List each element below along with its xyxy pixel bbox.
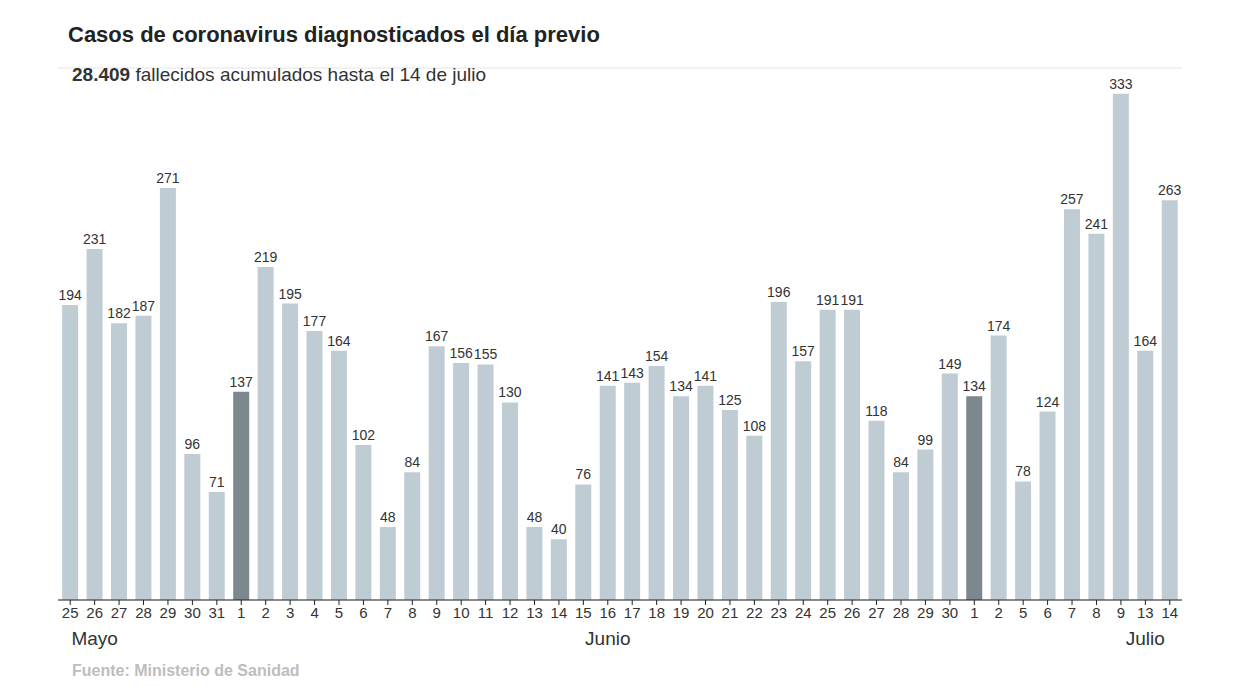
svg-text:137: 137 <box>230 374 254 390</box>
svg-text:149: 149 <box>938 356 962 372</box>
svg-text:191: 191 <box>840 292 864 308</box>
svg-text:76: 76 <box>575 466 591 482</box>
svg-text:12: 12 <box>502 604 519 621</box>
svg-text:84: 84 <box>893 454 909 470</box>
svg-text:174: 174 <box>987 318 1011 334</box>
svg-text:21: 21 <box>722 604 739 621</box>
svg-text:Mayo: Mayo <box>71 628 117 649</box>
svg-text:17: 17 <box>624 604 641 621</box>
svg-text:141: 141 <box>596 368 620 384</box>
svg-text:257: 257 <box>1060 191 1084 207</box>
svg-text:31: 31 <box>208 604 225 621</box>
svg-text:219: 219 <box>254 249 278 265</box>
svg-text:102: 102 <box>352 427 376 443</box>
svg-text:6: 6 <box>359 604 367 621</box>
svg-text:25: 25 <box>62 604 79 621</box>
svg-text:27: 27 <box>868 604 885 621</box>
svg-text:25: 25 <box>819 604 836 621</box>
svg-text:196: 196 <box>767 284 791 300</box>
svg-text:3: 3 <box>286 604 294 621</box>
svg-text:241: 241 <box>1085 216 1109 232</box>
svg-text:8: 8 <box>408 604 416 621</box>
svg-text:29: 29 <box>160 604 177 621</box>
svg-text:13: 13 <box>1137 604 1154 621</box>
svg-text:71: 71 <box>209 474 225 490</box>
svg-text:7: 7 <box>1068 604 1076 621</box>
svg-text:48: 48 <box>527 509 543 525</box>
svg-text:26: 26 <box>86 604 103 621</box>
svg-text:5: 5 <box>1019 604 1027 621</box>
svg-text:156: 156 <box>449 345 473 361</box>
svg-text:30: 30 <box>942 604 959 621</box>
svg-text:157: 157 <box>792 343 816 359</box>
svg-text:Julio: Julio <box>1126 628 1165 649</box>
svg-text:26: 26 <box>844 604 861 621</box>
svg-text:23: 23 <box>770 604 787 621</box>
svg-text:1: 1 <box>970 604 978 621</box>
svg-text:10: 10 <box>453 604 470 621</box>
svg-text:19: 19 <box>673 604 690 621</box>
svg-text:167: 167 <box>425 328 449 344</box>
svg-text:16: 16 <box>599 604 616 621</box>
svg-text:24: 24 <box>795 604 812 621</box>
svg-text:141: 141 <box>694 368 718 384</box>
svg-text:154: 154 <box>645 348 669 364</box>
svg-text:29: 29 <box>917 604 934 621</box>
svg-text:2: 2 <box>995 604 1003 621</box>
svg-text:231: 231 <box>83 231 107 247</box>
svg-text:9: 9 <box>433 604 441 621</box>
svg-text:177: 177 <box>303 313 327 329</box>
svg-text:134: 134 <box>669 378 693 394</box>
svg-text:96: 96 <box>185 436 201 452</box>
svg-text:28: 28 <box>135 604 152 621</box>
svg-text:2: 2 <box>262 604 270 621</box>
svg-text:164: 164 <box>1134 333 1158 349</box>
svg-text:20: 20 <box>697 604 714 621</box>
html-text:28.409 fallecidos acumulados h: 28.409 fallecidos acumulados hasta el 14… <box>72 64 487 85</box>
svg-text:187: 187 <box>132 298 156 314</box>
svg-text:18: 18 <box>648 604 665 621</box>
svg-text:164: 164 <box>327 333 351 349</box>
svg-text:14: 14 <box>1161 604 1178 621</box>
svg-text:84: 84 <box>404 454 420 470</box>
svg-text:8: 8 <box>1092 604 1100 621</box>
svg-text:194: 194 <box>58 287 82 303</box>
svg-text:108: 108 <box>743 418 767 434</box>
svg-text:27: 27 <box>111 604 128 621</box>
svg-text:40: 40 <box>551 521 567 537</box>
svg-text:7: 7 <box>384 604 392 621</box>
svg-text:78: 78 <box>1015 463 1031 479</box>
svg-text:195: 195 <box>278 286 302 302</box>
svg-text:11: 11 <box>478 604 494 621</box>
svg-text:271: 271 <box>156 170 180 186</box>
svg-text:14: 14 <box>551 604 568 621</box>
svg-text:155: 155 <box>474 346 498 362</box>
html-text:Fuente: Ministerio de Sanidad: Fuente: Ministerio de Sanidad <box>72 662 300 679</box>
svg-text:134: 134 <box>963 378 987 394</box>
svg-text:118: 118 <box>865 403 888 419</box>
svg-text:191: 191 <box>816 292 840 308</box>
svg-text:130: 130 <box>498 384 522 400</box>
svg-text:28: 28 <box>893 604 910 621</box>
svg-text:99: 99 <box>918 432 934 448</box>
svg-text:124: 124 <box>1036 394 1060 410</box>
svg-text:143: 143 <box>620 365 644 381</box>
svg-text:6: 6 <box>1043 604 1051 621</box>
svg-text:Junio: Junio <box>585 628 630 649</box>
svg-text:5: 5 <box>335 604 343 621</box>
svg-text:15: 15 <box>575 604 592 621</box>
html-text:Casos de coronavirus diagnosti: Casos de coronavirus diagnosticados el d… <box>68 22 600 47</box>
svg-text:125: 125 <box>718 392 742 408</box>
svg-text:1: 1 <box>237 604 245 621</box>
svg-text:9: 9 <box>1117 604 1125 621</box>
svg-text:4: 4 <box>310 604 318 621</box>
svg-text:182: 182 <box>107 305 131 321</box>
svg-text:263: 263 <box>1158 182 1182 198</box>
svg-text:333: 333 <box>1109 76 1133 92</box>
svg-text:13: 13 <box>526 604 543 621</box>
svg-text:22: 22 <box>746 604 763 621</box>
svg-text:48: 48 <box>380 509 396 525</box>
svg-text:30: 30 <box>184 604 201 621</box>
